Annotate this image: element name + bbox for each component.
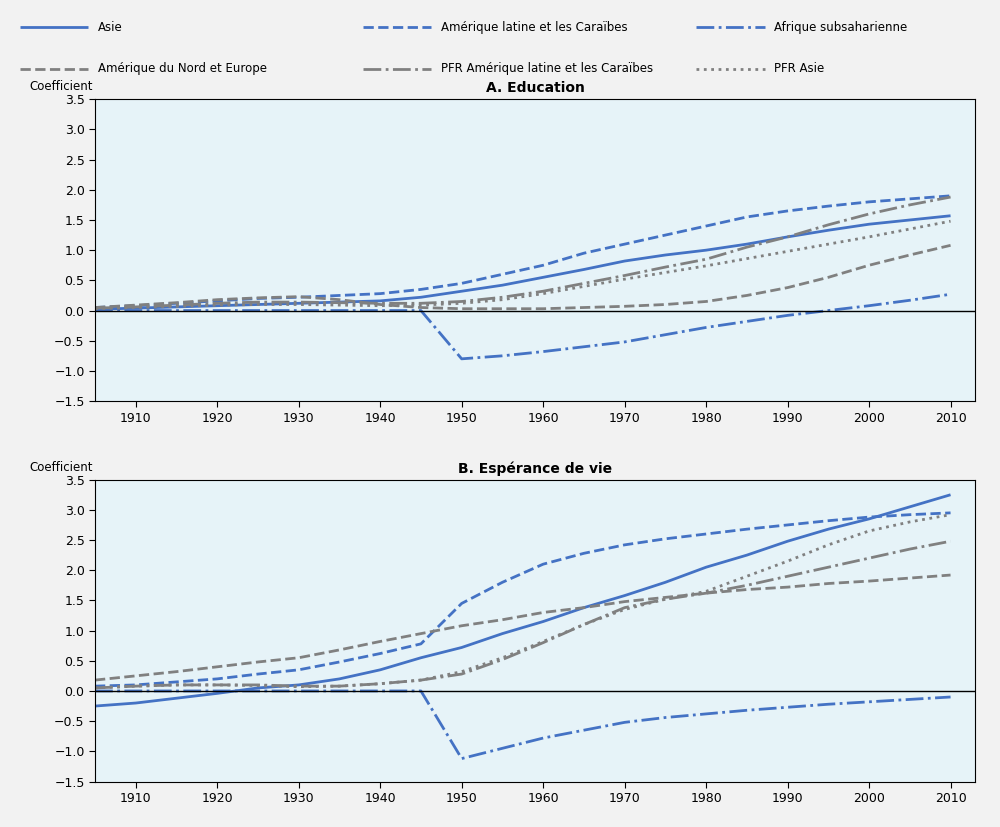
- Text: PFR Asie: PFR Asie: [774, 62, 825, 75]
- Text: Amérique du Nord et Europe: Amérique du Nord et Europe: [98, 62, 267, 75]
- Text: Amérique latine et les Caraïbes: Amérique latine et les Caraïbes: [441, 21, 628, 34]
- Title: B. Espérance de vie: B. Espérance de vie: [458, 461, 612, 476]
- Text: Coefficient: Coefficient: [29, 461, 92, 474]
- Text: Asie: Asie: [98, 21, 123, 34]
- Title: A. Education: A. Education: [486, 81, 584, 95]
- Text: PFR Amérique latine et les Caraïbes: PFR Amérique latine et les Caraïbes: [441, 62, 653, 75]
- Text: Afrique subsaharienne: Afrique subsaharienne: [774, 21, 908, 34]
- Text: Coefficient: Coefficient: [29, 80, 92, 93]
